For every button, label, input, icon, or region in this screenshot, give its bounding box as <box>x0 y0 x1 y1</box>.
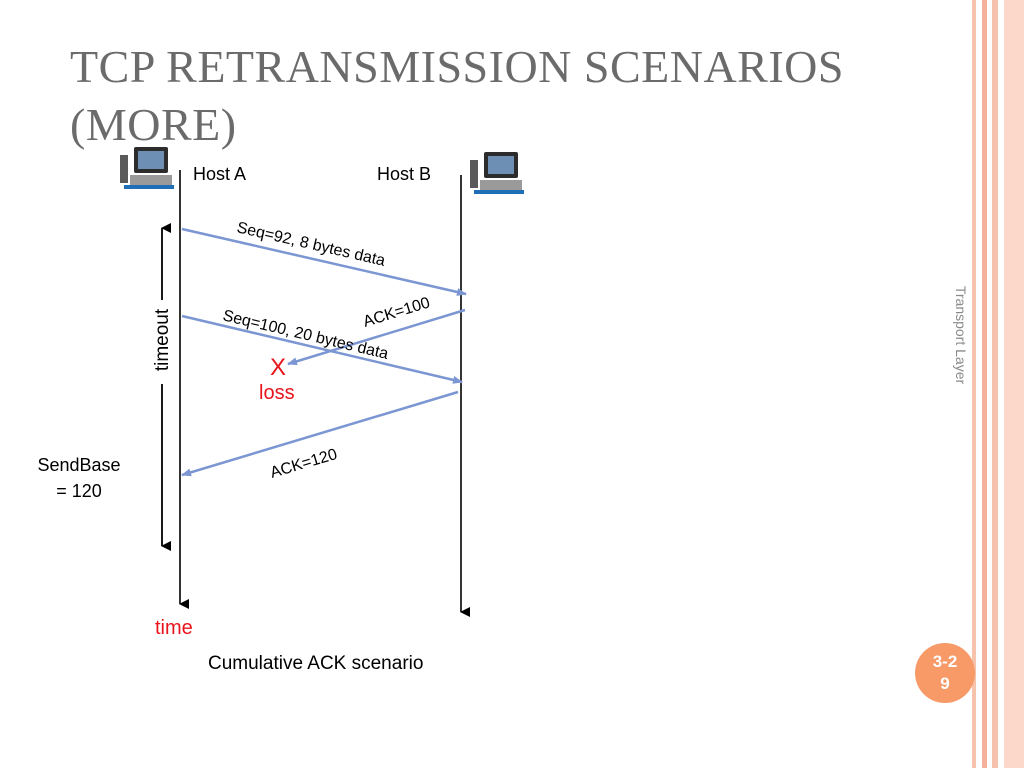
loss-label: loss <box>259 382 295 404</box>
computer-icon <box>470 152 524 194</box>
stripe <box>972 0 976 768</box>
stripe <box>992 0 998 768</box>
timeout-label: timeout <box>152 308 173 371</box>
message-arrow-seq100 <box>181 314 463 384</box>
page-number-badge: 3-29 <box>915 643 975 703</box>
loss-mark: X <box>270 354 286 381</box>
message-arrow-ack120 <box>181 390 459 477</box>
message-arrow-ack100 <box>287 308 466 366</box>
slide-title: TCP RETRANSMISSION SCENARIOS (MORE) <box>70 38 930 154</box>
time-label: time <box>155 617 193 639</box>
message-arrow-seq92 <box>181 227 467 296</box>
message-label-ack100: ACK=100 <box>361 294 432 330</box>
title-line-2: (MORE) <box>70 99 237 150</box>
decorative-stripes <box>972 0 1024 768</box>
page-number: 3-29 <box>932 652 958 693</box>
sendbase-value: = 120 <box>56 481 102 501</box>
title-line-1: TCP RETRANSMISSION SCENARIOS <box>70 41 844 92</box>
sendbase-label: SendBase <box>37 455 120 475</box>
stripe <box>982 0 987 768</box>
diagram-caption: Cumulative ACK scenario <box>208 653 423 674</box>
computer-icon <box>120 147 174 189</box>
message-label-seq92: Seq=92, 8 bytes data <box>235 219 387 269</box>
stripe <box>1004 0 1024 768</box>
host-b-label: Host B <box>377 164 431 184</box>
message-label-ack120: ACK=120 <box>268 446 339 482</box>
host-a-label: Host A <box>193 164 246 184</box>
